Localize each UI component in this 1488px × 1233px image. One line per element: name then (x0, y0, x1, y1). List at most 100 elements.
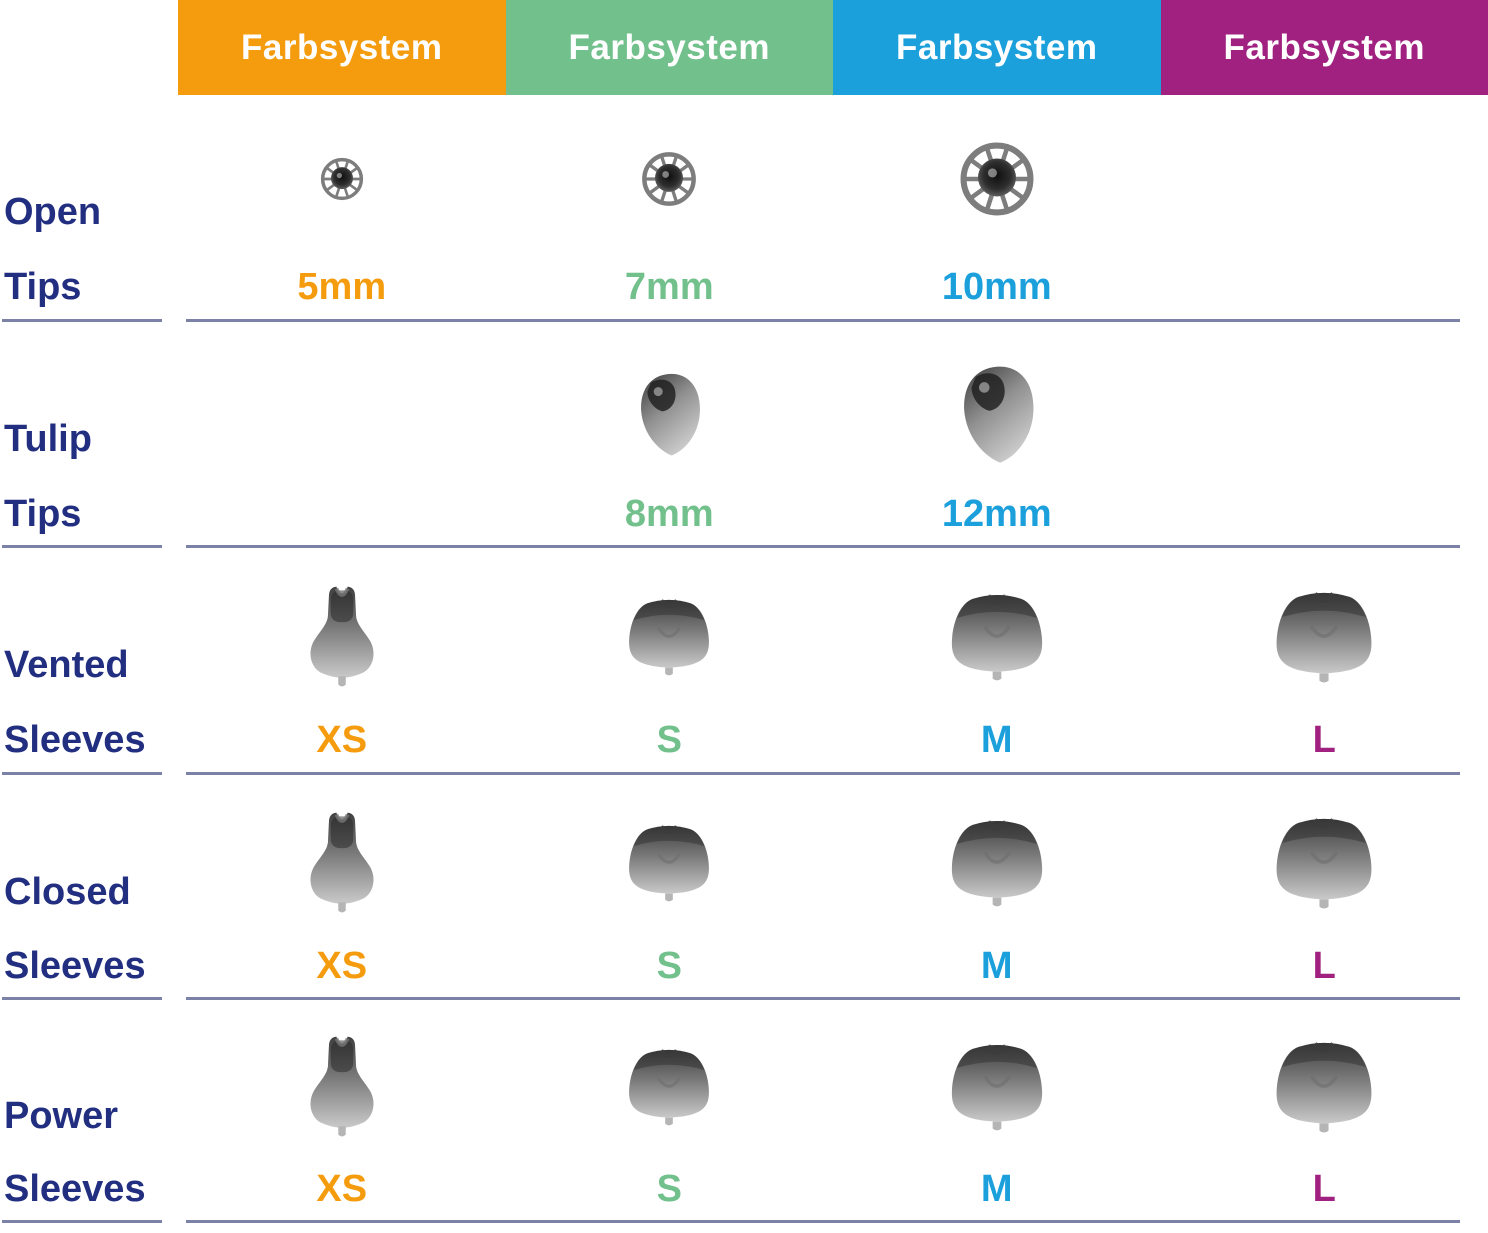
tulip-tip-8mm-image (641, 373, 701, 456)
product-image-wrap (178, 109, 506, 250)
row-tulip-tips: Tulip Tips 8mm 12mm (0, 322, 1488, 548)
power-sleeve-l-image (1276, 1041, 1372, 1133)
row-divider-label (2, 997, 162, 1000)
vented-sleeve-s-image (629, 598, 710, 675)
row-divider-content (186, 545, 1460, 548)
column-header-purple: Farbsystem (1160, 0, 1488, 95)
header-row: Farbsystem Farbsystem Farbsystem Farbsys… (0, 0, 1488, 95)
power-sleeve-s-image (629, 1049, 710, 1126)
power-sleeve-m-image (951, 1044, 1042, 1131)
row-divider-content (186, 997, 1460, 1000)
cell-open-tip-5mm: 5mm (178, 95, 506, 322)
column-header-label: Farbsystem (568, 27, 770, 67)
cell-closed-sleeve-s: S (506, 775, 834, 1000)
row-divider-label (2, 1220, 162, 1223)
cell-vented-sleeve-xs: XS (178, 548, 506, 775)
product-image-wrap (1161, 1018, 1488, 1156)
cell-power-sleeve-m: M (833, 1000, 1161, 1223)
row-label-line: Closed (4, 870, 131, 913)
cell-vented-sleeve-l: L (1161, 548, 1488, 775)
empty-cell (1161, 95, 1488, 322)
size-label: XS (316, 944, 368, 987)
row-label-line: Tulip (4, 417, 92, 460)
empty-cell (1161, 322, 1488, 548)
row-vented-sleeves: Vented Sleeves XS (0, 548, 1488, 775)
size-label: XS (316, 719, 368, 762)
size-label: 7mm (624, 266, 714, 309)
cell-power-sleeve-l: L (1161, 1000, 1488, 1223)
cell-open-tip-10mm: 10mm (833, 95, 1161, 322)
row-label-line: Tips (4, 266, 82, 309)
product-image-wrap (833, 109, 1161, 250)
closed-sleeve-s-image (629, 824, 710, 902)
row-label-line: Vented (4, 644, 129, 687)
product-image-wrap (178, 1018, 506, 1156)
row-label-vented-sleeves: Vented Sleeves (0, 548, 178, 775)
size-label: 8mm (624, 492, 714, 535)
cell-vented-sleeve-s: S (506, 548, 834, 775)
closed-sleeve-l-image (1276, 817, 1372, 909)
row-divider-content (186, 319, 1460, 322)
product-image-wrap (506, 345, 834, 485)
open-tip-10mm-image (960, 142, 1034, 216)
product-image-wrap (506, 1018, 834, 1156)
row-label-line: Sleeves (4, 944, 146, 987)
vented-sleeve-xs-image (310, 586, 374, 686)
open-tip-7mm-image (642, 152, 697, 206)
size-label: M (980, 1168, 1013, 1211)
row-label-line: Sleeves (4, 719, 146, 762)
size-label: XS (316, 1168, 368, 1211)
product-image-wrap (833, 793, 1161, 933)
size-label: 12mm (941, 492, 1052, 535)
size-label: L (1312, 944, 1336, 987)
cell-tulip-tip-8mm: 8mm (506, 322, 834, 548)
size-label: M (980, 944, 1013, 987)
row-divider-label (2, 545, 162, 548)
cell-closed-sleeve-xs: XS (178, 775, 506, 1000)
tulip-tip-12mm-image (963, 366, 1034, 463)
cell-closed-sleeve-m: M (833, 775, 1161, 1000)
size-label: S (656, 944, 682, 987)
column-header-blue: Farbsystem (833, 0, 1161, 95)
open-tip-5mm-image (320, 157, 363, 201)
row-divider-content (186, 1220, 1460, 1223)
cell-power-sleeve-s: S (506, 1000, 834, 1223)
product-image-wrap (506, 793, 834, 933)
product-image-wrap (833, 1018, 1161, 1156)
row-label-line: Power (4, 1094, 119, 1137)
closed-sleeve-m-image (951, 819, 1042, 907)
cell-closed-sleeve-l: L (1161, 775, 1488, 1000)
product-image-wrap (833, 566, 1161, 707)
row-label-tulip-tips: Tulip Tips (0, 322, 178, 548)
header-spacer (0, 0, 178, 95)
vented-sleeve-m-image (951, 593, 1042, 680)
cell-open-tip-7mm: 7mm (506, 95, 834, 322)
size-label: S (656, 1168, 682, 1211)
row-label-line: Open (4, 191, 102, 234)
row-label-open-tips: Open Tips (0, 95, 178, 322)
row-closed-sleeves: Closed Sleeves XS (0, 775, 1488, 1000)
row-divider-label (2, 319, 162, 322)
product-image-wrap (1161, 566, 1488, 707)
column-header-orange: Farbsystem (178, 0, 506, 95)
row-label-closed-sleeves: Closed Sleeves (0, 775, 178, 1000)
cell-power-sleeve-xs: XS (178, 1000, 506, 1223)
column-header-label: Farbsystem (241, 27, 443, 67)
row-label-power-sleeves: Power Sleeves (0, 1000, 178, 1223)
row-open-tips: Open Tips 5mm (0, 95, 1488, 322)
power-sleeve-xs-image (310, 1036, 374, 1137)
column-header-label: Farbsystem (1223, 27, 1425, 67)
product-image-wrap (178, 793, 506, 933)
product-image-wrap (178, 566, 506, 707)
row-label-line: Tips (4, 492, 82, 535)
size-label: L (1312, 719, 1336, 762)
column-header-label: Farbsystem (896, 27, 1098, 67)
size-label: S (656, 719, 682, 762)
cell-vented-sleeve-m: M (833, 548, 1161, 775)
product-image-wrap (833, 345, 1161, 485)
size-label: 5mm (297, 266, 387, 309)
product-image-wrap (1161, 793, 1488, 933)
empty-cell (178, 322, 506, 548)
size-label: 10mm (941, 266, 1052, 309)
